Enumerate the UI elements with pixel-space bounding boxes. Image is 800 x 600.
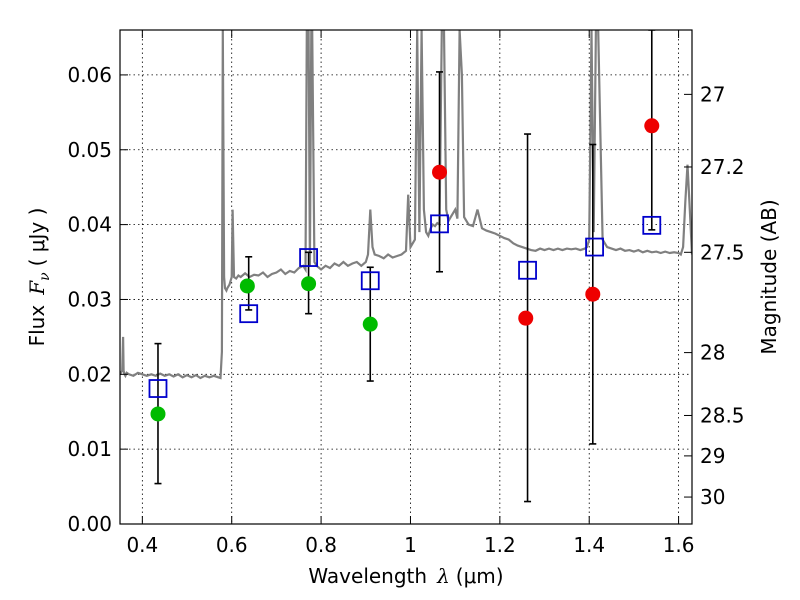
y-tick-label: 0.00 [67,512,112,536]
y-tick-label: 0.04 [67,213,112,237]
red-points [432,118,660,326]
model-square [360,271,380,291]
green-point [301,276,317,292]
y2-tick-label: 29 [700,444,725,468]
plot-frame [119,29,693,525]
x-tick-label: 0.8 [305,533,337,557]
x-tick-label: 1.6 [663,533,695,557]
model-square [299,248,318,267]
y-tick-label: 0.06 [67,63,112,87]
plot-area [120,30,692,503]
spectrum-line [120,30,692,380]
model-square [518,260,537,280]
model-square [642,215,662,235]
y-axis-label: FluxFν( μJy ) [25,208,53,347]
red-point [585,286,601,302]
model-squares [148,214,662,398]
y2-tick-label: 27 [700,82,725,106]
y2-tick-label: 27.5 [700,240,745,264]
y-tick-label: 0.03 [67,287,112,311]
model-square [585,237,604,257]
model-square [430,214,449,234]
red-point [432,164,448,180]
y2-tick-label: 30 [700,485,725,509]
x-axis-ticks: 0.4 0.6 0.8 1 1.2 1.4 1.6 [126,30,695,557]
x-tick-label: 1 [404,533,417,557]
y-tick-label: 0.05 [67,138,112,162]
y2-tick-label: 28 [700,341,725,365]
red-point [644,118,660,134]
model-square [239,304,259,324]
green-point [362,316,378,332]
red-point [518,310,534,326]
y2-axis-label: Magnitude (AB) [757,199,781,354]
y2-tick-label: 28.5 [700,403,745,427]
x-tick-label: 0.6 [216,533,248,557]
x-tick-label: 0.4 [126,533,158,557]
grid-lines [120,30,692,525]
x-axis-label: Wavelength λ (μm) [308,564,503,588]
y2-tick-label: 27.2 [700,155,745,179]
x-tick-label: 1.4 [573,533,605,557]
y-tick-label: 0.02 [67,362,112,386]
y-axis-ticks: 0.00 0.01 0.02 0.03 0.04 0.05 0.06 [67,63,128,536]
green-point [239,278,255,294]
model-square [148,379,168,398]
y-tick-label: 0.01 [67,437,112,461]
errorbars [154,30,656,503]
x-tick-label: 1.2 [484,533,516,557]
green-point [150,406,166,422]
y2-axis-ticks: 27 27.2 27.5 28 28.5 29 30 [684,82,745,509]
green-points [150,276,378,422]
